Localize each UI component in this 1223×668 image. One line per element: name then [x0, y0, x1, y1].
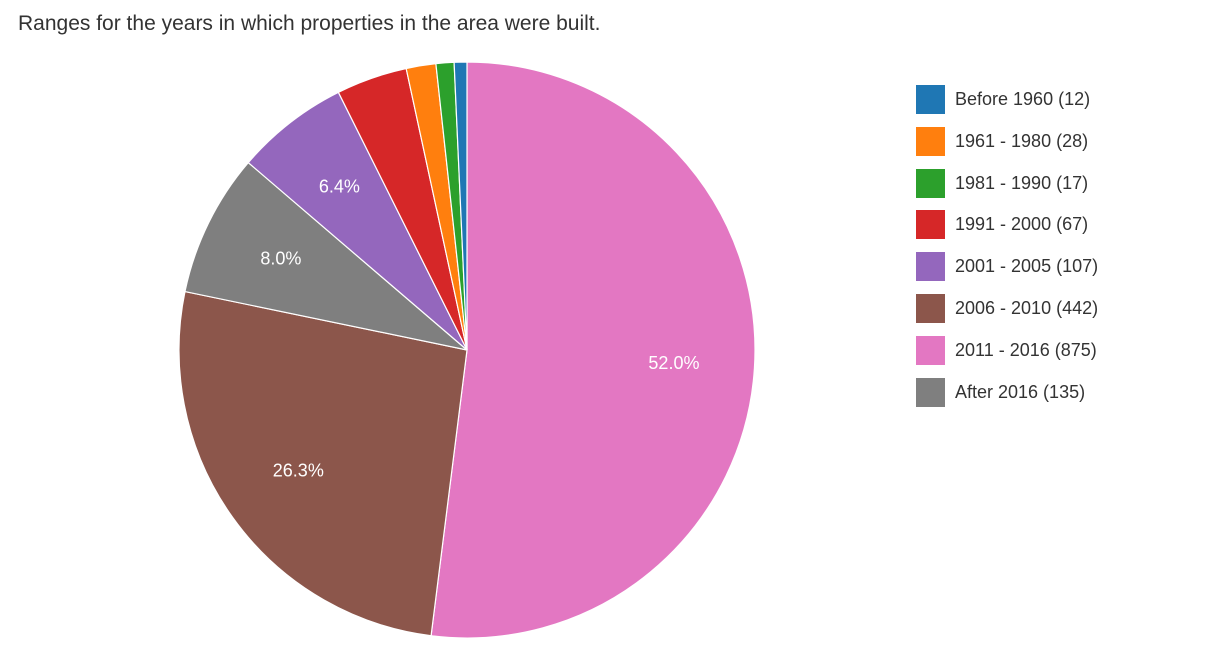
pie-slice-percent-label: 26.3%	[273, 461, 324, 481]
legend-item: After 2016 (135)	[916, 377, 1216, 407]
legend-item: 1991 - 2000 (67)	[916, 210, 1216, 240]
legend-item: Before 1960 (12)	[916, 85, 1216, 114]
legend-item: 1961 - 1980 (28)	[916, 126, 1216, 156]
pie-slice-2006-2010	[178, 290, 468, 637]
legend-label: 1961 - 1980 (28)	[955, 130, 1089, 151]
legend-label: 1981 - 1990 (17)	[955, 172, 1089, 193]
legend-swatch	[916, 377, 945, 407]
pie-slice-2001-2005	[247, 91, 468, 351]
legend-item: 2001 - 2005 (107)	[916, 252, 1216, 282]
pie-slice-after-2016	[184, 161, 468, 351]
legend-swatch	[916, 335, 945, 365]
legend-swatch	[916, 126, 945, 156]
legend-label: 2001 - 2005 (107)	[955, 256, 1099, 277]
legend-swatch	[916, 168, 945, 198]
legend-swatch	[916, 210, 945, 240]
legend-label: After 2016 (135)	[955, 381, 1086, 402]
legend-label: 2011 - 2016 (875)	[955, 339, 1097, 360]
pie-slice-percent-label: 52.0%	[648, 353, 699, 373]
legend-item: 2011 - 2016 (875)	[916, 335, 1216, 365]
pie-slice-before-1960	[453, 61, 468, 351]
legend-item: 1981 - 1990 (17)	[916, 168, 1216, 198]
legend-label: 1991 - 2000 (67)	[955, 214, 1089, 235]
pie-slice-percent-label: 6.4%	[319, 177, 360, 197]
legend-swatch	[916, 293, 945, 323]
pie-slice-2011-2016	[430, 61, 756, 639]
pie-slice-percent-label: 8.0%	[260, 249, 301, 269]
legend-label: 2006 - 2010 (442)	[955, 297, 1099, 318]
chart-title: Ranges for the years in which properties…	[18, 12, 601, 35]
legend-swatch	[916, 85, 945, 114]
legend-item: 2006 - 2010 (442)	[916, 293, 1216, 323]
legend-swatch	[916, 252, 945, 282]
legend-label: Before 1960 (12)	[955, 89, 1091, 109]
legend: Before 1960 (12) 1961 - 1980 (28) 1981 - 1…	[916, 85, 1216, 419]
